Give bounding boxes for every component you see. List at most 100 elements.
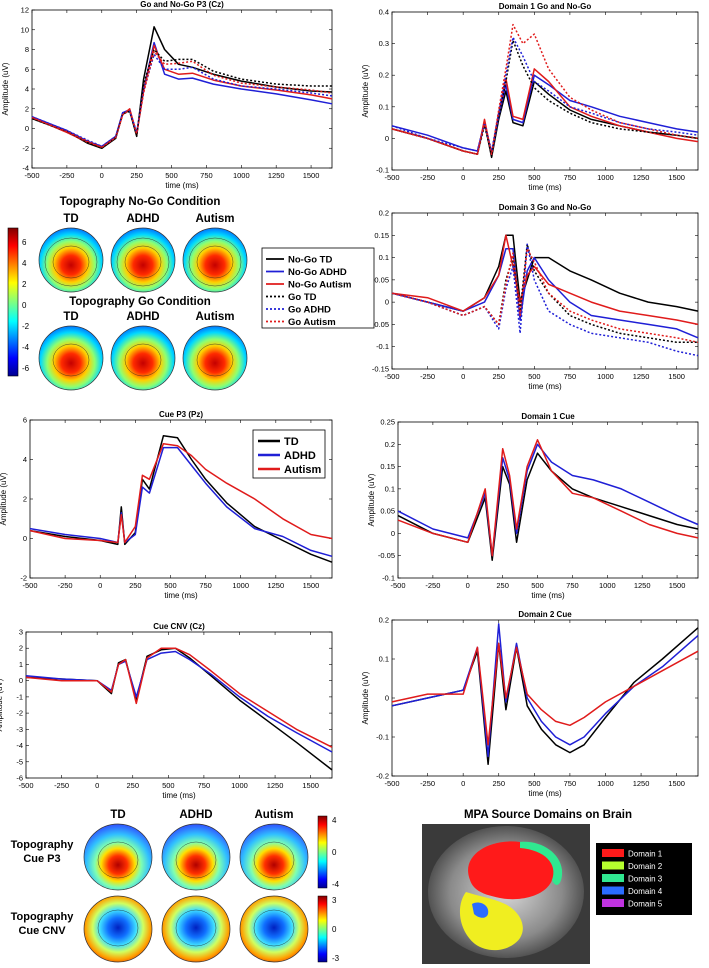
x-tick-label: 1250 [634,581,651,590]
brain-legend-label: Domain 2 [628,862,663,871]
y-tick-label: -4 [16,741,23,750]
y-tick-label: 0.2 [385,440,395,449]
y-axis-label: Amplitude (uV) [0,472,8,525]
x-axis-label: time (ms) [162,791,196,800]
topography-cue-panel: TD ADHD Autism Topography Cue P3 Topograp… [11,809,340,963]
series-line [25,647,333,748]
x-axis-label: time (ms) [164,591,198,600]
brain-legend-label: Domain 4 [628,887,663,896]
colorbar-tick-label: -4 [22,343,30,352]
x-tick-label: 250 [129,581,142,590]
y-axis-label: Amplitude (uV) [367,473,376,526]
x-tick-label: 1250 [267,781,284,790]
chart-title: Cue CNV (Cz) [153,622,205,631]
x-tick-label: 250 [126,781,139,790]
plot-frame [25,631,333,779]
y-tick-label: 0.05 [374,275,389,284]
x-tick-label: -250 [420,173,435,182]
x-tick-label: 250 [496,581,509,590]
y-tick-label: 0 [19,676,23,685]
y-tick-label: 3 [19,628,23,637]
topo-label-adhd: ADHD [126,311,159,323]
y-tick-label: 8 [25,45,29,54]
topo-go-title: Topography Go Condition [69,296,211,308]
topo-label-td: TD [63,311,78,323]
x-tick-label: -500 [390,581,405,590]
brain-legend-swatch [602,849,624,857]
x-tick-label: 750 [564,372,577,381]
series-line [31,53,333,148]
colorbar-ticks: 4 0 -4 [332,816,340,889]
x-tick-label: 250 [130,171,143,180]
y-tick-label: -5 [16,757,23,766]
series-line [397,452,699,561]
brain-legend-label: Domain 3 [628,875,663,884]
y-tick-label: 10 [21,25,29,34]
chart-title: Cue P3 (Pz) [159,410,203,419]
x-tick-label: 1500 [303,581,320,590]
topo-label-td: TD [63,213,78,225]
series-line [391,74,699,155]
chart-title: Domain 1 Go and No-Go [499,2,592,11]
y-tick-label: 0.1 [385,484,395,493]
y-tick-label: -0.1 [382,574,395,583]
series-line [391,247,699,339]
colorbar-tick-label: -3 [332,954,340,963]
x-tick-label: 0 [461,779,465,788]
x-tick-label: 500 [528,779,541,788]
series-line [397,439,699,557]
topo-label-autism: Autism [196,311,235,323]
series-line [29,442,333,544]
x-axis-label: time (ms) [165,181,199,190]
x-tick-label: 1000 [597,779,614,788]
legend-label: No-Go ADHD [288,267,347,278]
brain-title: MPA Source Domains on Brain [464,809,632,821]
x-tick-label: 750 [564,779,577,788]
series-line [31,50,333,149]
brain-legend-swatch [602,874,624,882]
topo-map [83,895,153,963]
y-tick-label: 0.1 [379,655,389,664]
brain-legend-label: Domain 1 [628,850,663,859]
x-tick-label: 750 [198,781,211,790]
y-tick-label: 12 [21,6,29,15]
cue-topo-label-td: TD [110,809,125,821]
y-tick-label: 0 [385,694,389,703]
x-tick-label: 0 [95,781,99,790]
series-line [391,642,699,746]
chart-title: Domain 3 Go and No-Go [499,203,592,212]
brain-legend-swatch [602,861,624,870]
x-tick-label: 750 [564,173,577,182]
y-tick-label: -0.1 [376,166,389,175]
topo-map [110,325,176,391]
cue-topo-row-cnv-label: Topography Cue CNV [11,911,75,937]
x-tick-label: 1250 [633,779,650,788]
x-tick-label: 1000 [597,372,614,381]
y-tick-label: -0.1 [376,342,389,351]
x-tick-label: -250 [420,372,435,381]
chart-title: Go and No-Go P3 (Cz) [140,0,224,9]
topo-map [110,227,176,293]
y-tick-label: 0 [25,124,29,133]
colorbar-cue-p3 [317,815,328,889]
series-line [391,234,699,326]
y-tick-label: 0.25 [380,418,395,427]
plot-frame [391,212,699,370]
y-tick-label: -0.2 [376,772,389,781]
x-tick-label: 1500 [668,173,685,182]
y-tick-label: 0 [385,134,389,143]
series-line [391,68,699,155]
y-tick-label: -1 [16,692,23,701]
series-line [391,39,699,155]
y-axis-label: Amplitude (uV) [361,671,370,724]
y-tick-label: -0.05 [372,320,389,329]
topo-map [83,823,153,891]
colorbar-ticks: 3 0 -3 [332,896,340,963]
brain-legend-swatch [602,886,624,895]
y-tick-label: 2 [25,104,29,113]
y-tick-label: 4 [25,85,29,94]
cue-topo-row-p3-label: Topography Cue P3 [11,839,75,865]
y-tick-label: 0.3 [379,39,389,48]
x-tick-label: 1000 [231,781,248,790]
